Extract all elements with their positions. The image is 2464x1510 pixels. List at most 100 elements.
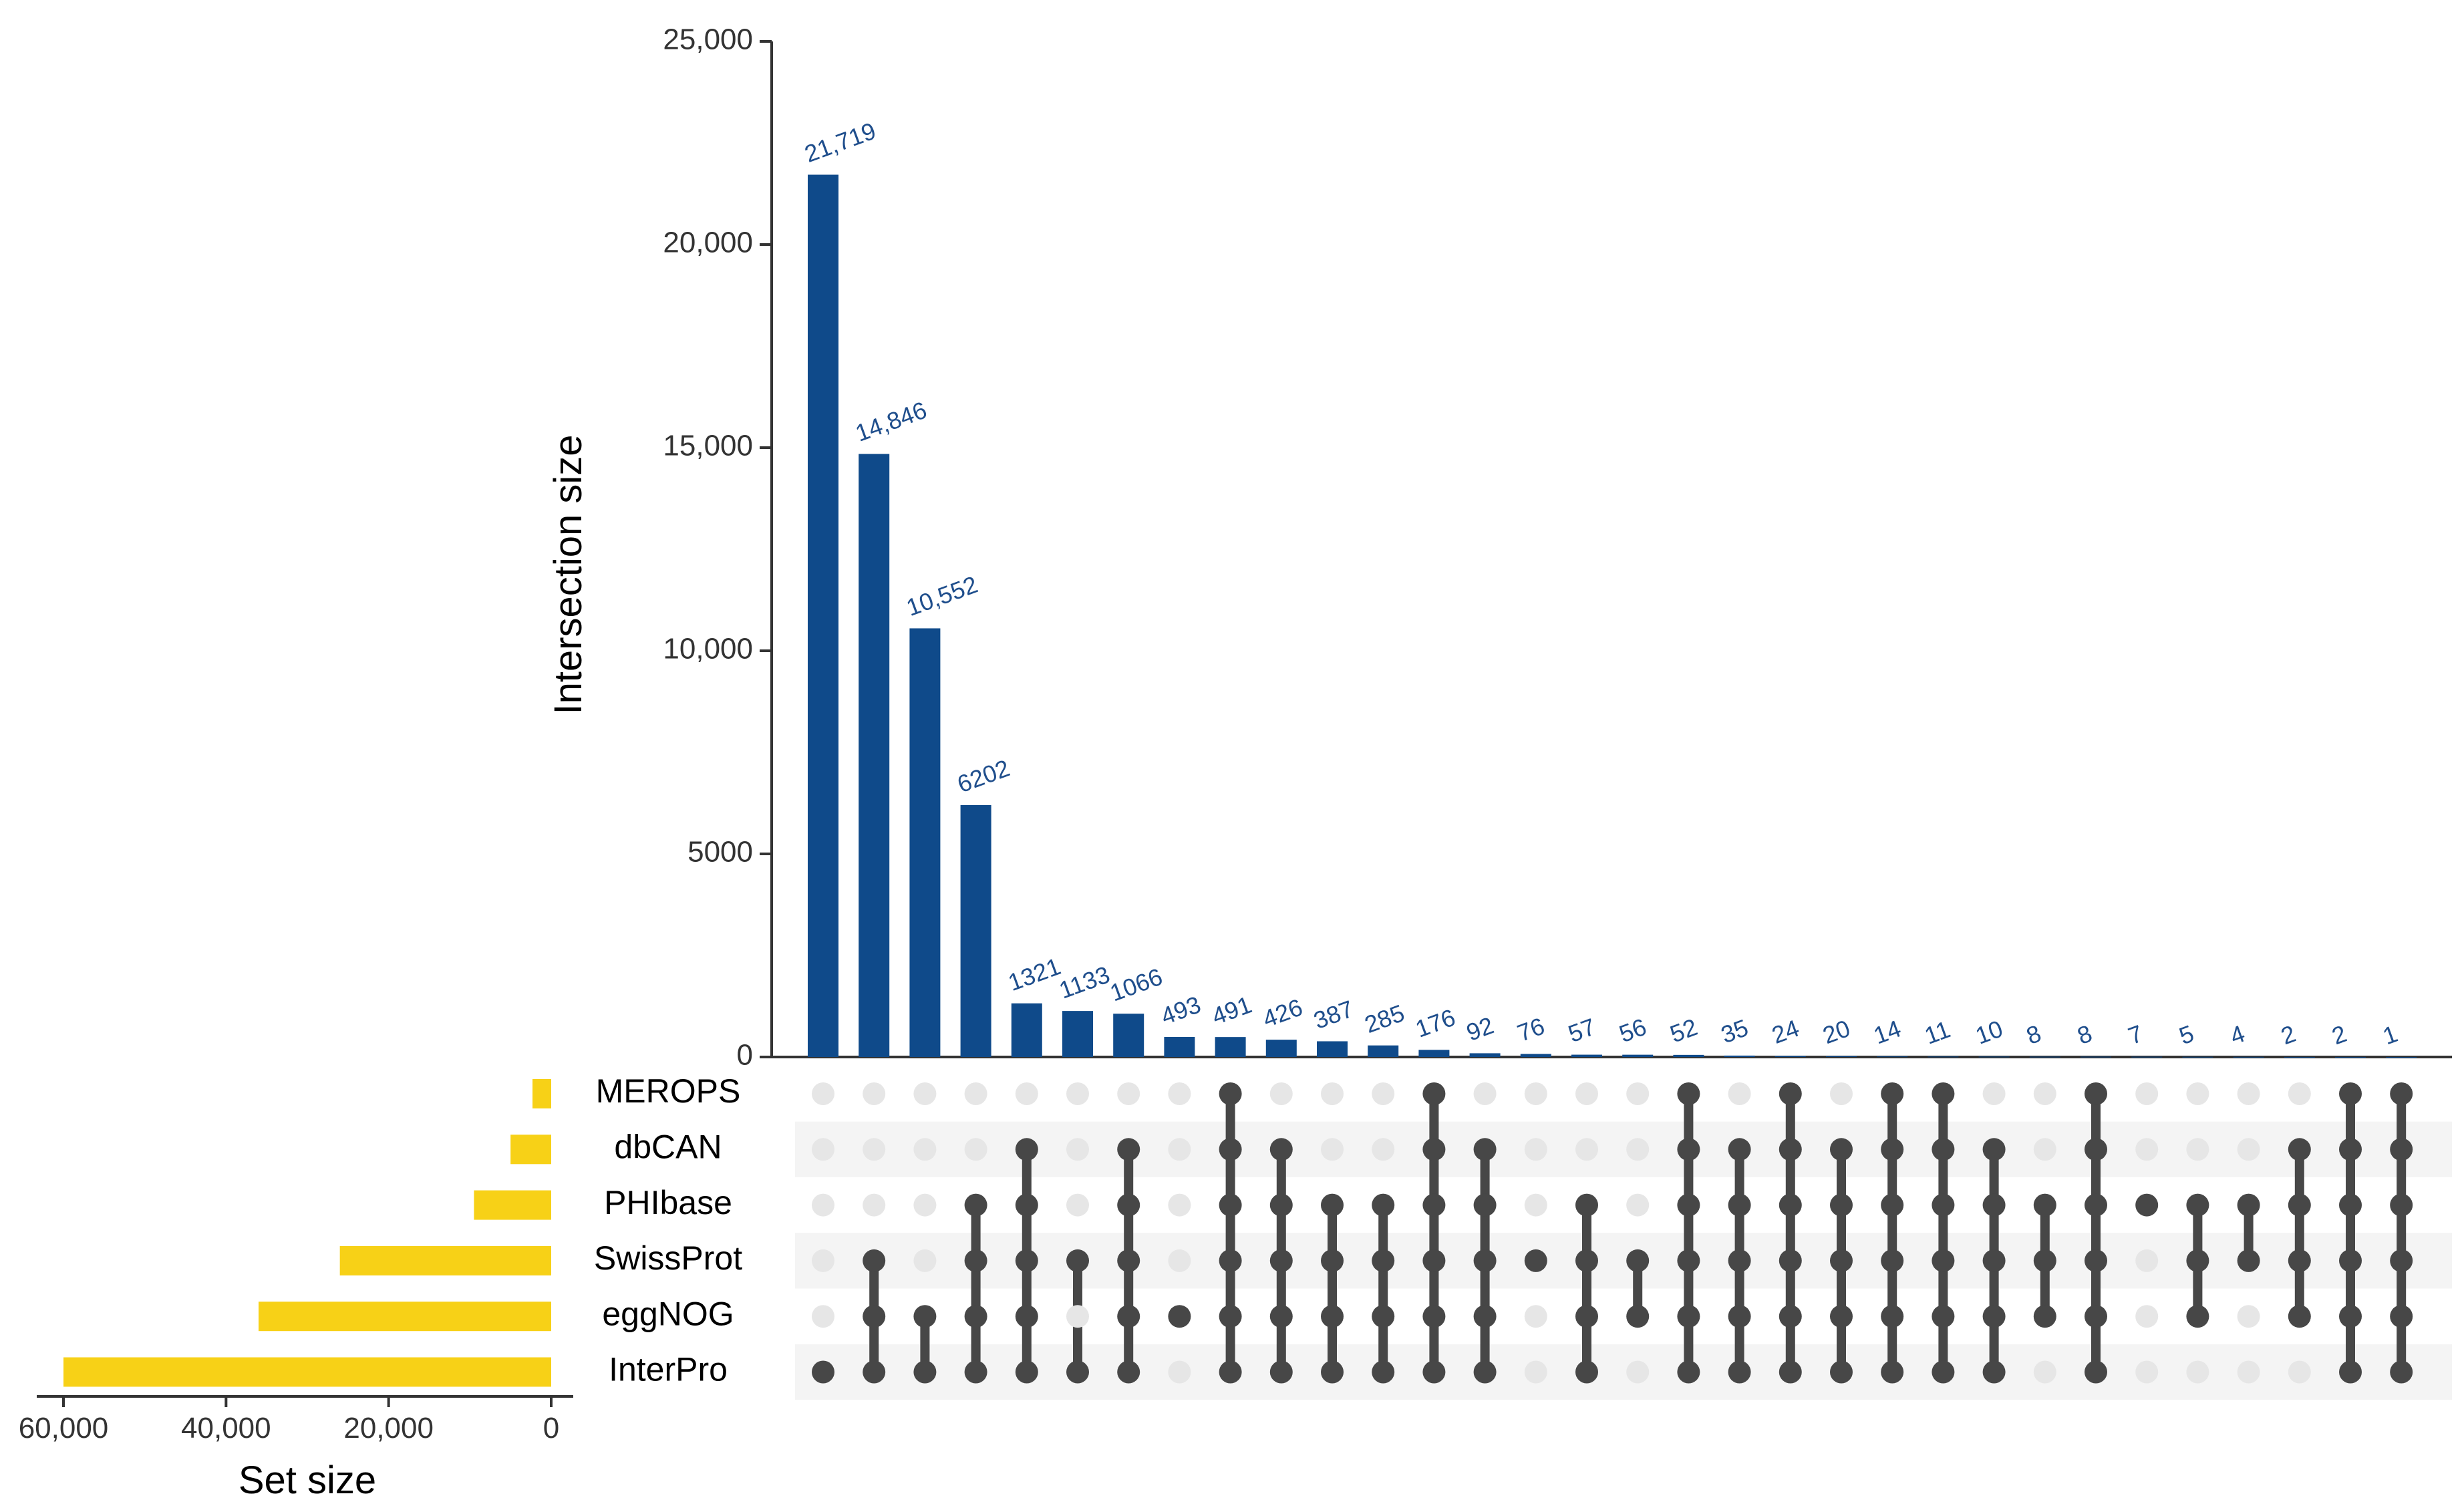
- intersection-value-label: 14,846: [852, 396, 930, 447]
- matrix-dot-active: [1219, 1082, 1242, 1105]
- intersection-value-label: 5: [2175, 1020, 2197, 1050]
- intersection-value-label: 76: [1514, 1012, 1549, 1047]
- matrix-dot-active: [913, 1305, 937, 1328]
- matrix-dot-active: [2390, 1360, 2413, 1384]
- intersection-bar: [1520, 1054, 1551, 1057]
- matrix-dot-active: [1779, 1138, 1802, 1161]
- matrix-dot-inactive: [2237, 1305, 2260, 1328]
- intersection-value-label: 491: [1208, 991, 1255, 1030]
- matrix-dot-inactive: [1626, 1360, 1650, 1384]
- matrix-dot-active: [1372, 1305, 1395, 1328]
- intersection-bar: [2233, 1056, 2264, 1058]
- matrix-dot-active: [2085, 1082, 2107, 1105]
- matrix-dot-active: [1117, 1305, 1140, 1328]
- matrix-dot-inactive: [2135, 1138, 2159, 1161]
- matrix-dot-inactive: [1728, 1082, 1751, 1105]
- matrix-dot-inactive: [1524, 1305, 1547, 1328]
- matrix-dot-inactive: [863, 1082, 886, 1105]
- matrix-dot-active: [1269, 1193, 1293, 1217]
- intersection-value-label: 176: [1412, 1004, 1458, 1043]
- matrix-dot-active: [1422, 1249, 1446, 1272]
- matrix-dot-active: [1117, 1249, 1140, 1272]
- matrix-dot-active: [1779, 1082, 1802, 1105]
- intersection-bar: [960, 804, 991, 1057]
- intersection-value-label: 1066: [1106, 963, 1166, 1007]
- intersection-bar: [1877, 1056, 1908, 1058]
- matrix-dot-active: [1881, 1360, 1904, 1384]
- matrix-dot-active: [1728, 1193, 1751, 1217]
- intersection-size-axis: 0 5000 10,000 15,000 20,000 25,000: [663, 23, 2452, 1072]
- matrix-dot-inactive: [913, 1082, 937, 1105]
- matrix-dot-inactive: [1168, 1249, 1191, 1272]
- intersection-value-label: 2: [2278, 1020, 2300, 1050]
- matrix-dot-active: [1932, 1249, 1955, 1272]
- matrix-dot-inactive: [1372, 1082, 1395, 1105]
- matrix-dot-inactive: [2135, 1360, 2159, 1384]
- matrix-dot-active: [2288, 1193, 2311, 1217]
- y-tick-label: 20,000: [663, 226, 753, 259]
- matrix-dot-inactive: [1524, 1138, 1547, 1161]
- intersection-value-label: 14: [1870, 1014, 1905, 1049]
- intersection-bar: [1775, 1056, 1806, 1057]
- matrix-dot-active: [2186, 1193, 2209, 1217]
- matrix-dot-active: [1677, 1305, 1700, 1328]
- matrix-dot-active: [1269, 1138, 1293, 1161]
- matrix-dot-active: [1830, 1249, 1853, 1272]
- matrix-dot-inactive: [964, 1138, 987, 1161]
- matrix-dot-active: [1830, 1360, 1853, 1384]
- set-size-tick-label: 40,000: [181, 1412, 271, 1445]
- intersection-value-label: 1: [2379, 1020, 2401, 1050]
- matrix-dot-inactive: [1168, 1193, 1191, 1217]
- intersection-size-axis-title: Intersection size: [547, 434, 590, 714]
- intersection-value-label: 426: [1259, 994, 1306, 1033]
- matrix-dot-active: [1881, 1249, 1904, 1272]
- matrix-dot-active: [1779, 1305, 1802, 1328]
- matrix-dot-active: [1321, 1305, 1344, 1328]
- matrix-dot-active: [2339, 1138, 2362, 1161]
- set-size-tick-label: 60,000: [19, 1412, 109, 1445]
- matrix-dot-inactive: [1524, 1082, 1547, 1105]
- intersection-bar: [1164, 1037, 1195, 1057]
- intersection-bar: [2386, 1056, 2417, 1058]
- matrix-dot-inactive: [1575, 1138, 1598, 1161]
- set-label: InterPro: [609, 1351, 728, 1388]
- matrix-dot-active: [812, 1360, 834, 1384]
- matrix-dot-active: [1015, 1138, 1038, 1161]
- matrix-dot-active: [2085, 1305, 2107, 1328]
- matrix-dot-active: [2186, 1305, 2209, 1328]
- matrix-dot-active: [1321, 1193, 1344, 1217]
- matrix-dot-active: [1015, 1305, 1038, 1328]
- matrix-dot-active: [1932, 1082, 1955, 1105]
- matrix-dot-inactive: [1575, 1082, 1598, 1105]
- intersection-bar: [1928, 1056, 1959, 1058]
- matrix-dot-inactive: [2033, 1138, 2056, 1161]
- set-label: MEROPS: [596, 1072, 741, 1110]
- matrix-dot-active: [1015, 1360, 1038, 1384]
- matrix-dot-active: [1372, 1249, 1395, 1272]
- matrix-dot-inactive: [812, 1249, 834, 1272]
- set-size-tick-label: 20,000: [343, 1412, 434, 1445]
- matrix-dot-active: [1932, 1360, 1955, 1384]
- matrix-dot-active: [1982, 1193, 2006, 1217]
- matrix-dot-inactive: [1066, 1305, 1089, 1328]
- matrix-dot-active: [1830, 1305, 1853, 1328]
- y-tick-label: 5000: [687, 836, 753, 869]
- matrix-dot-active: [964, 1193, 987, 1217]
- intersection-value-label: 52: [1666, 1013, 1701, 1048]
- intersection-value-label: 7: [2125, 1020, 2147, 1050]
- matrix-dot-active: [1473, 1249, 1497, 1272]
- intersection-bar: [1265, 1040, 1297, 1057]
- matrix-dot-active: [2033, 1193, 2056, 1217]
- matrix-dot-active: [2237, 1193, 2260, 1217]
- matrix-dot-active: [1677, 1082, 1700, 1105]
- matrix-dot-active: [1881, 1305, 1904, 1328]
- intersection-value-label: 10,552: [903, 571, 981, 621]
- y-tick-label: 15,000: [663, 430, 753, 462]
- set-size-bars: [63, 1079, 551, 1387]
- matrix-dot-active: [2339, 1249, 2362, 1272]
- matrix-dot-inactive: [863, 1193, 886, 1217]
- matrix-dot-inactive: [1626, 1082, 1650, 1105]
- matrix-dot-active: [2390, 1138, 2413, 1161]
- intersection-bar: [2081, 1056, 2111, 1058]
